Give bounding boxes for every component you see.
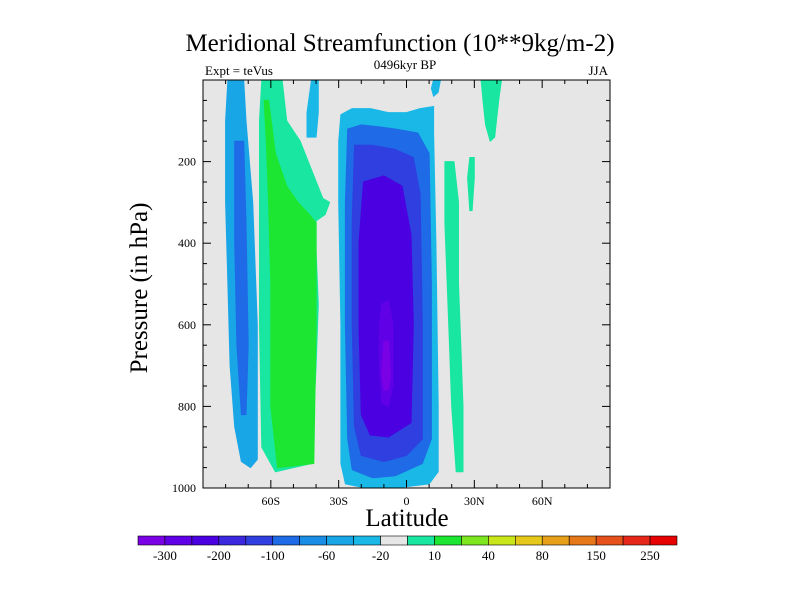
colorbar-swatch [380,535,408,546]
x-axis-ticks: 60S 30S 0 30N 60N [225,80,588,508]
colorbar-label: 40 [482,548,495,563]
colorbar-label: -300 [153,548,177,563]
contour-region--20 [306,80,319,138]
colorbar-swatch [326,535,354,546]
y-tick-label: 200 [178,155,196,169]
contour-region--20 [430,80,441,97]
contour-region-10 [480,80,502,142]
colorbar-swatch [353,535,381,546]
contour-region--60 [234,140,249,416]
colorbar-swatch [272,535,301,546]
contour-regions [225,80,502,488]
colorbar-swatch [299,535,327,546]
x-tick-label: 60S [261,494,280,508]
colorbar-label: -200 [207,548,231,563]
colorbar-swatch [622,535,651,546]
colorbar-label: 10 [428,548,441,563]
colorbar-swatch [245,535,274,546]
colorbar-swatch [514,535,543,546]
colorbar-label: 80 [536,548,549,563]
y-axis-ticks: 200 400 600 800 1000 [172,99,610,495]
colorbar-swatch [541,535,570,546]
x-tick-label: 60N [532,494,553,508]
chart-title: Meridional Streamfunction (10**9kg/m-2) [185,30,615,57]
colorbar-swatch [488,535,516,546]
x-axis-label: Latitude [365,505,449,532]
x-tick-label: 30N [464,494,485,508]
colorbar-swatch [137,535,166,546]
contour-region-40 [263,99,317,469]
colorbar-swatch [407,535,435,546]
time-label: 0496kyr BP [373,57,437,72]
colorbar-swatch [164,535,193,546]
colorbar: -300 -200 -100 -60 -20 10 40 80 150 250 [137,535,678,563]
x-tick-label: 0 [404,494,410,508]
colorbar-swatch [595,535,624,546]
colorbar-swatch [649,535,678,546]
colorbar-swatch [191,535,220,546]
colorbar-label: 250 [640,548,660,563]
colorbar-label: -60 [318,548,335,563]
y-tick-label: 1000 [172,481,196,495]
colorbar-label: -20 [372,548,389,563]
y-tick-label: 600 [178,318,196,332]
contour-region-10 [467,157,475,212]
colorbar-swatch [568,535,597,546]
season-label: JJA [588,63,608,78]
colorbar-label: -100 [261,548,285,563]
colorbar-label: 150 [586,548,606,563]
y-tick-label: 800 [178,399,196,413]
x-tick-label: 30S [329,494,348,508]
colorbar-swatch [434,535,462,546]
colorbar-swatch [218,535,247,546]
contour-region--300 [381,340,392,391]
experiment-label: Expt = teVus [205,63,273,78]
y-tick-label: 400 [178,236,196,250]
colorbar-swatch [461,535,489,546]
contour-region-10 [444,161,464,473]
